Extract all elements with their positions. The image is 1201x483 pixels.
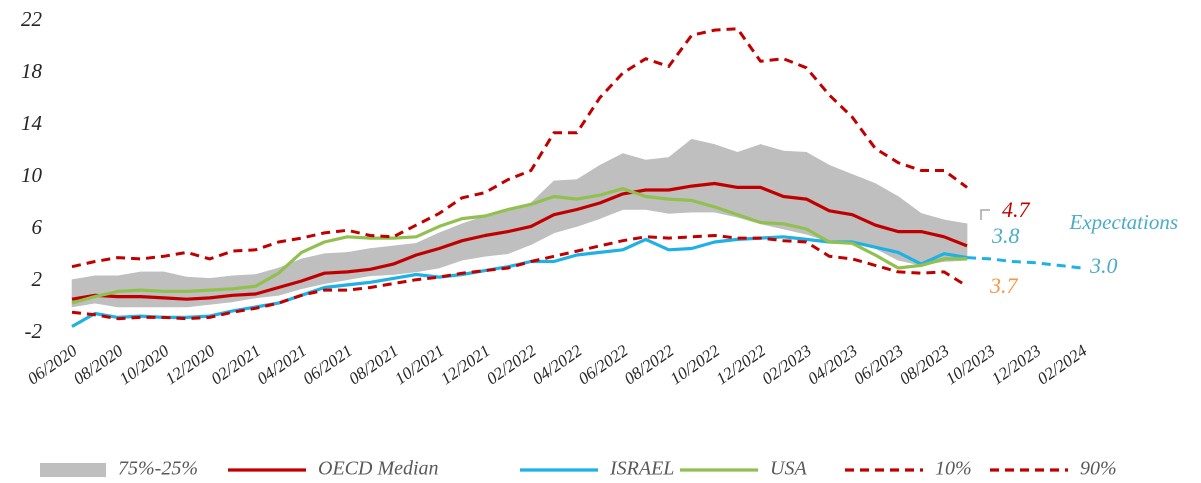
band [347, 248, 371, 281]
x-tick-label: 08/2020 [70, 341, 127, 389]
line [71, 181, 968, 301]
annotation: 4.7 [1002, 197, 1031, 222]
annotation: 3.0 [1089, 253, 1118, 278]
band [806, 151, 830, 243]
y-tick-label: 10 [21, 163, 43, 187]
x-tick-label: 06/2023 [850, 341, 907, 389]
x-tick-label: 10/2021 [391, 341, 448, 389]
y-tick-label: -2 [25, 319, 43, 343]
x-tick-label: 08/2023 [896, 341, 953, 389]
band [760, 144, 784, 230]
band [714, 144, 738, 218]
legend-label: ISRAEL [609, 458, 674, 480]
y-tick-label: 14 [21, 111, 43, 135]
x-tick-label: 06/2021 [299, 341, 356, 389]
legend-label: USA [770, 458, 807, 480]
band [530, 180, 555, 246]
x-tick-label: 08/2021 [345, 341, 402, 389]
x-tick-label: 04/2021 [253, 341, 310, 389]
x-tick-label: 02/2023 [758, 341, 815, 389]
x-tick-label: 06/2020 [24, 341, 81, 389]
x-tick-label: 12/2023 [988, 341, 1045, 389]
band [370, 245, 394, 277]
bracket [980, 209, 990, 220]
annotation: Expectations [1069, 210, 1178, 234]
y-tick-label: 6 [32, 215, 43, 239]
x-tick-label: 10/2022 [667, 341, 724, 389]
x-tick-label: 08/2022 [621, 341, 678, 389]
line [71, 27, 968, 269]
annotation: 3.8 [991, 223, 1020, 248]
y-tick-label: 18 [21, 59, 43, 83]
band [645, 157, 670, 214]
x-tick-label: 02/2022 [483, 341, 540, 389]
band [737, 144, 761, 225]
band [783, 150, 807, 235]
line [966, 256, 1082, 270]
line [71, 187, 968, 305]
y-tick-label: 2 [32, 267, 43, 291]
x-tick-label: 10/2020 [116, 341, 173, 389]
x-tick-label: 02/2021 [208, 341, 265, 389]
x-tick-label: 12/2022 [712, 341, 769, 389]
x-tick-label: 06/2022 [575, 341, 632, 389]
band [324, 252, 348, 284]
band [668, 138, 692, 214]
band [599, 153, 624, 220]
legend-label: 90% [1080, 458, 1117, 480]
x-tick-label: 10/2023 [942, 341, 999, 389]
band [622, 153, 647, 210]
plot: -2 2 6 10 14 18 22 06/202008/202010/202012/2020… [21, 7, 1117, 480]
annotation: 3.7 [989, 273, 1019, 298]
legend-label: 75%-25% [118, 458, 198, 480]
band [553, 179, 578, 234]
x-tick-label: 02/2024 [1034, 341, 1091, 389]
band [163, 271, 188, 308]
x-tick-label: 12/2021 [437, 341, 494, 389]
band [301, 253, 325, 290]
line [71, 234, 968, 321]
x-tick-label: 04/2022 [529, 341, 586, 389]
x-tick-label: 04/2023 [804, 341, 861, 389]
band [829, 164, 853, 244]
y-tick-label: 22 [21, 7, 43, 31]
band [851, 173, 876, 249]
legend-label: OECD Median [318, 458, 439, 480]
legend-label: 10% [935, 458, 972, 480]
legend-swatch [40, 463, 106, 477]
x-tick-label: 12/2020 [162, 341, 219, 389]
